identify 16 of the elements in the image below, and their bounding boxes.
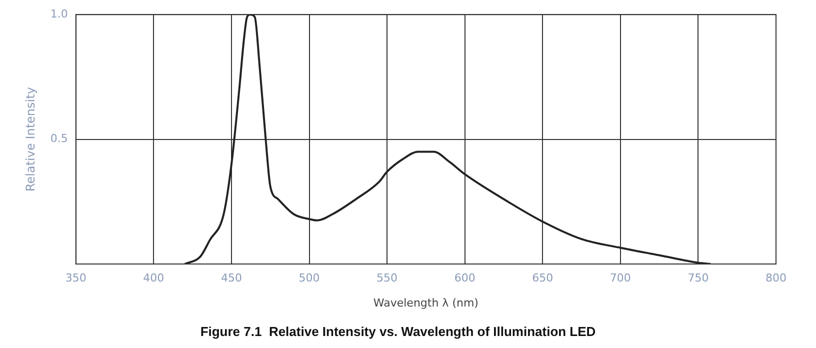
- line-series: [184, 14, 712, 264]
- y-tick-label: 0.5: [50, 132, 68, 146]
- x-tick-label: 750: [688, 271, 709, 284]
- x-tick-label: 600: [454, 271, 476, 284]
- y-axis-title: Relative Intensity: [23, 87, 38, 192]
- x-tick-label: 350: [65, 271, 86, 284]
- x-tick-label: 400: [143, 271, 164, 284]
- x-tick-label: 500: [298, 271, 320, 284]
- x-tick-label: 550: [376, 271, 398, 284]
- x-axis-title: Wavelength λ (nm): [373, 296, 478, 310]
- y-tick-label: 1.0: [50, 7, 68, 20]
- x-tick-label: 650: [532, 271, 554, 284]
- x-tick-label: 800: [766, 271, 786, 284]
- text: Figure 7.1 Relative Intensity vs. Wavelength of Illumination LED: [200, 324, 596, 339]
- x-tick-label: 700: [610, 271, 631, 284]
- x-tick-label: 450: [220, 271, 242, 284]
